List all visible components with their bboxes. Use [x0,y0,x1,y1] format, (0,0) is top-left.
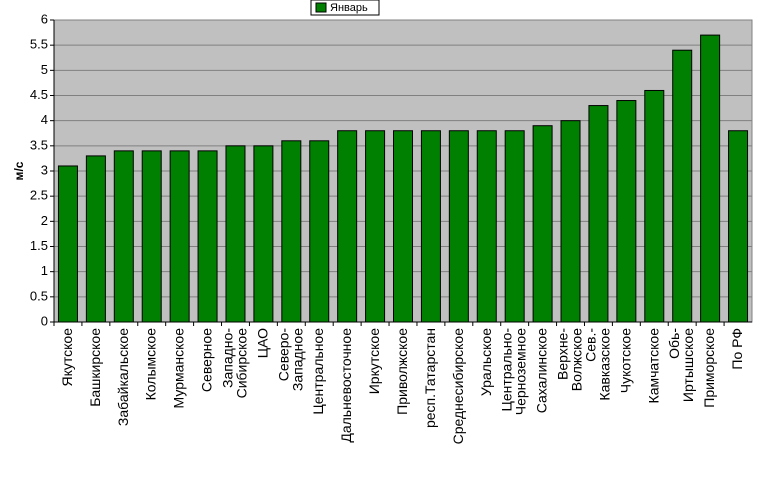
bar [113,150,134,323]
bar [253,145,274,323]
bar [85,155,106,323]
bar [337,130,358,323]
bar [420,130,441,323]
x-tick-label: Иркутское [366,328,382,394]
x-tick-label: Верхне-Волжское [554,328,584,392]
y-tick-label: 4 [41,112,48,127]
bar [700,34,721,323]
y-tick-label: 2 [41,213,48,228]
x-tick-label: Приморское [701,328,717,408]
legend: Январь [310,0,380,16]
y-tick-label: 6 [41,11,48,26]
x-tick-label: Колымское [142,328,158,401]
bar [141,150,162,323]
x-tick-label: Мурманское [170,328,186,409]
x-tick-label: Сахалинское [533,328,549,413]
bar [281,140,302,323]
bar [672,49,693,323]
x-tick-label: Забайкальское [115,328,131,426]
y-tick-label: 0.5 [30,288,48,303]
y-tick-label: 1.5 [30,238,48,253]
bar [309,140,330,323]
bar [644,89,665,323]
legend-swatch [315,2,327,13]
bar [169,150,190,323]
y-tick-label: 3.5 [30,137,48,152]
bar [225,145,246,323]
x-tick-label: Центральное [310,328,326,415]
legend-box [310,0,380,16]
x-tick-label: Обь-Иртышское [666,328,696,402]
x-tick-label: Якутское [59,328,75,387]
bar [504,130,525,323]
y-tick-label: 0 [41,313,48,328]
y-tick-label: 5 [41,62,48,77]
y-tick-label: 1 [41,263,48,278]
bar [728,130,749,323]
bar [57,165,78,323]
bar [588,105,609,323]
bar [365,130,386,323]
bar [532,125,553,323]
x-tick-label: Башкирское [87,328,103,407]
y-axis-label: м/с [12,161,26,180]
x-tick-label: Сев.-Кавказское [582,328,612,401]
x-tick-label: Центрально-Черноземное [498,328,528,416]
bar [448,130,469,323]
x-tick-label: Западно-Сибирское [219,328,249,399]
bar [616,100,637,323]
x-tick-label: Дальневосточное [338,328,354,443]
x-tick-label: респ.Татарстан [422,328,438,428]
y-tick-label: 4.5 [30,87,48,102]
x-tick-label: ЦАО [254,328,270,358]
x-tick-label: Уральское [477,328,493,396]
bar [560,120,581,323]
x-tick-label: Чукотское [617,328,633,393]
bar [476,130,497,323]
x-tick-label: Приволжское [394,328,410,415]
x-tick-label: Среднесибирское [450,328,466,445]
bar [393,130,413,323]
x-tick-label: Северное [198,328,214,392]
y-tick-label: 2.5 [30,188,48,203]
legend-label: Январь [330,2,368,14]
bar [197,150,218,323]
x-tick-label: По РФ [729,328,745,370]
y-tick-label: 3 [41,162,48,177]
x-tick-label: Северо-Западное [275,328,305,391]
y-tick-label: 5.5 [30,37,48,52]
x-tick-label: Камчатское [645,328,661,404]
